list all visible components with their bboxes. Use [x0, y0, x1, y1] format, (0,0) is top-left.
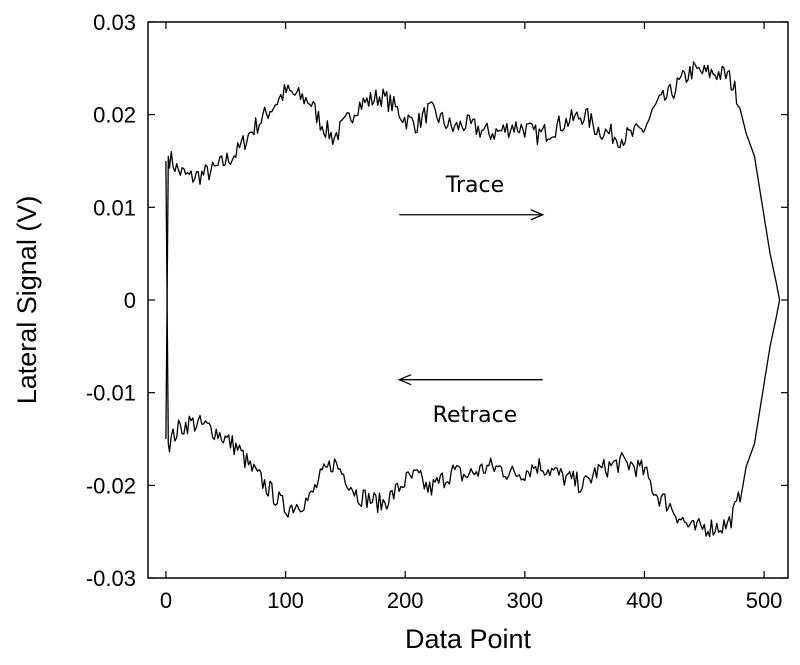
x-tick-label: 400	[626, 588, 663, 613]
x-tick-label: 300	[506, 588, 543, 613]
x-tick-label: 200	[387, 588, 424, 613]
series-lower-line	[165, 160, 781, 538]
ticks	[148, 21, 788, 579]
y-tick-label: -0.03	[86, 566, 136, 591]
annotation-label: Retrace	[433, 403, 518, 428]
plot-area	[147, 21, 789, 579]
y-tick-label: -0.01	[86, 381, 136, 406]
x-axis-title: Data Point	[405, 624, 532, 654]
y-tick-label: 0.02	[93, 103, 136, 128]
annotation-arrow-head	[530, 209, 545, 221]
y-axis-title: Lateral Signal (V)	[12, 196, 42, 405]
y-tick-label: 0	[124, 288, 136, 313]
annotation-label: Trace	[445, 173, 504, 198]
series-group	[165, 61, 781, 538]
y-tick-label: -0.02	[86, 473, 136, 498]
tick-labels: 0 100 200 300 400 500 0.03 0.02 0.01 0 -0.01 -0.02 -…	[86, 10, 783, 613]
y-tick-label: 0.03	[93, 10, 136, 35]
x-tick-label: 100	[267, 588, 304, 613]
x-tick-label: 0	[160, 588, 172, 613]
y-tick-label: 0.01	[93, 195, 136, 220]
annotation-arrow-head	[397, 374, 412, 386]
series-upper-line	[165, 61, 781, 440]
annotations: Trace Retrace	[397, 173, 545, 428]
x-tick-label: 500	[746, 588, 783, 613]
